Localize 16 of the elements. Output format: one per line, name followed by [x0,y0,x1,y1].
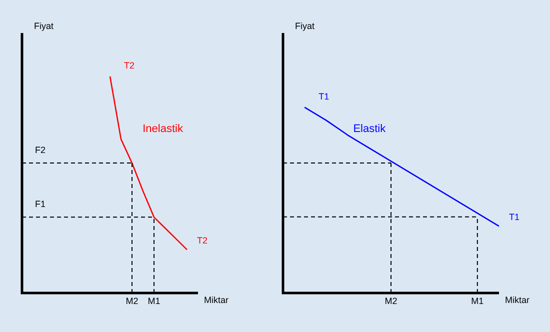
ref-line-label: F1 [35,199,46,210]
x-tick-label: M2 [126,296,138,306]
x-tick-label: M2 [384,296,398,306]
annotation: Inelastik [142,123,184,136]
text: T1 [318,91,330,102]
x-tick-label: M1 [471,296,484,306]
ref-line-label: F2 [35,144,46,155]
x-axis-title: Miktar [505,294,530,305]
x-axis-title: Miktar [204,294,228,305]
series-label: T2 [197,236,208,246]
series-label: T1 [509,212,520,222]
text: T2 [124,60,135,70]
y-axis-title: Fiyat [295,20,315,31]
annotation: Elastik [353,123,386,136]
x-tick-label: M1 [148,296,160,306]
y-axis-title: Fiyat [34,20,54,31]
